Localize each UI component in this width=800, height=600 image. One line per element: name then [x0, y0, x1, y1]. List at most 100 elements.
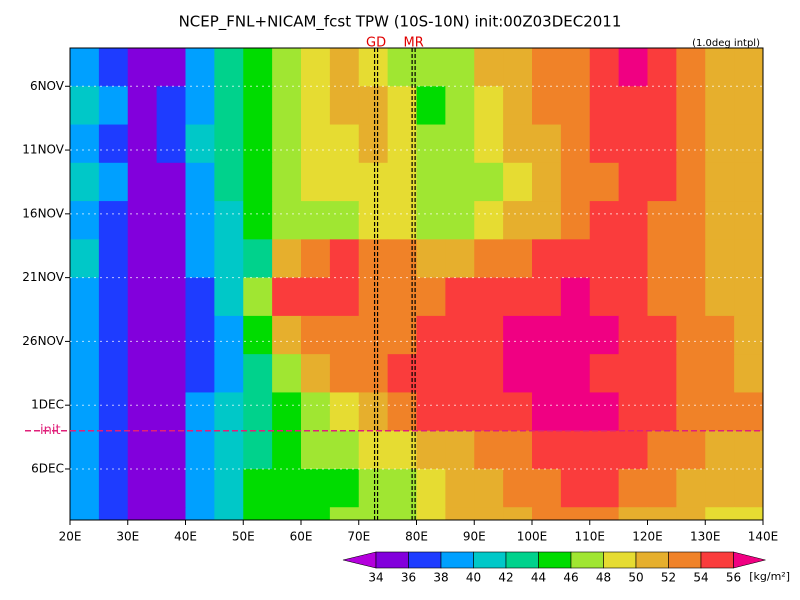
- heat-cell: [589, 124, 620, 164]
- heat-cell: [647, 392, 677, 432]
- x-tick-label: 110E: [575, 530, 606, 544]
- heat-cell: [358, 277, 389, 317]
- heat-cell: [474, 239, 504, 279]
- heat-cell: [734, 354, 764, 393]
- colorbar-box: [603, 551, 637, 569]
- heat-cell: [358, 201, 389, 240]
- heat-cell: [474, 315, 504, 355]
- x-tick-label: 130E: [690, 530, 721, 544]
- heat-cell: [98, 507, 129, 521]
- heat-cell: [358, 239, 389, 279]
- heat-cell: [127, 162, 158, 202]
- heat-cell: [416, 468, 446, 508]
- site-label: MR: [403, 36, 423, 51]
- heat-cell: [647, 507, 677, 521]
- heat-cell: [560, 162, 591, 202]
- heat-cell: [532, 201, 562, 240]
- heat-cell: [503, 162, 533, 202]
- heat-cell: [214, 468, 244, 508]
- heat-cell: [647, 239, 677, 279]
- heat-cell: [474, 162, 504, 202]
- heat-cell: [358, 86, 389, 126]
- heat-cell: [676, 201, 706, 240]
- heat-cell: [127, 430, 158, 470]
- heat-cell: [705, 239, 735, 279]
- heat-cell: [589, 277, 620, 317]
- heat-cell: [329, 239, 360, 279]
- heat-cell: [445, 86, 475, 126]
- heat-cell: [734, 315, 764, 355]
- heat-cell: [416, 124, 446, 164]
- heat-cell: [272, 124, 302, 164]
- heat-cell: [127, 315, 158, 355]
- heat-cell: [503, 86, 533, 126]
- heat-cell: [589, 507, 620, 521]
- heat-cell: [705, 86, 735, 126]
- heat-cell: [127, 468, 158, 508]
- heat-cell: [647, 277, 677, 317]
- heat-cell: [127, 354, 158, 393]
- y-tick-label: 26NOV: [22, 334, 64, 348]
- heat-cell: [416, 507, 446, 521]
- heat-cell: [589, 430, 620, 470]
- heat-cell: [705, 162, 735, 202]
- heat-cell: [98, 315, 129, 355]
- heat-cell: [243, 124, 273, 164]
- heat-cell: [734, 162, 764, 202]
- heat-cell: [185, 392, 215, 432]
- colorbar-label: 42: [498, 571, 513, 585]
- heat-cell: [329, 468, 360, 508]
- heat-cell: [503, 48, 533, 87]
- heat-cell: [329, 507, 360, 521]
- heat-cell: [445, 507, 475, 521]
- heat-cell: [98, 86, 129, 126]
- heat-cell: [416, 239, 446, 279]
- heat-cell: [156, 468, 186, 508]
- colorbar-label: 54: [693, 571, 708, 585]
- heat-cell: [503, 277, 533, 317]
- heat-cell: [272, 48, 302, 87]
- heat-cell: [618, 354, 648, 393]
- heat-cell: [532, 277, 562, 317]
- heat-cell: [70, 392, 100, 432]
- heat-cell: [734, 277, 764, 317]
- heat-cell: [329, 430, 360, 470]
- heat-cell: [98, 48, 129, 87]
- heat-cell: [560, 124, 591, 164]
- heat-cell: [676, 162, 706, 202]
- heat-cell: [156, 124, 186, 164]
- heat-cell: [445, 354, 475, 393]
- heat-cell: [301, 201, 331, 240]
- heat-cell: [705, 507, 735, 521]
- heat-cell: [329, 315, 360, 355]
- heat-cell: [243, 239, 273, 279]
- heat-cell: [503, 315, 533, 355]
- heat-cell: [532, 162, 562, 202]
- heat-cell: [156, 315, 186, 355]
- heat-cell: [618, 201, 648, 240]
- heat-cell: [272, 239, 302, 279]
- heat-cell: [618, 430, 648, 470]
- heat-cell: [214, 315, 244, 355]
- x-tick-label: 40E: [174, 530, 197, 544]
- heat-cell: [705, 48, 735, 87]
- heat-cell: [185, 315, 215, 355]
- heat-cell: [618, 392, 648, 432]
- heat-cell: [705, 392, 735, 432]
- heat-cell: [185, 468, 215, 508]
- heat-cell: [647, 124, 677, 164]
- heat-cell: [329, 86, 360, 126]
- heat-cell: [676, 354, 706, 393]
- heat-cell: [70, 277, 100, 317]
- heat-cell: [301, 86, 331, 126]
- colorbar-label: 36: [401, 571, 416, 585]
- heat-cell: [98, 354, 129, 393]
- heat-cell: [358, 392, 389, 432]
- heat-cell: [301, 48, 331, 87]
- heat-cell: [98, 239, 129, 279]
- heat-cell: [243, 354, 273, 393]
- heat-cell: [156, 201, 186, 240]
- heat-cell: [560, 468, 591, 508]
- colorbar-box: [375, 551, 409, 569]
